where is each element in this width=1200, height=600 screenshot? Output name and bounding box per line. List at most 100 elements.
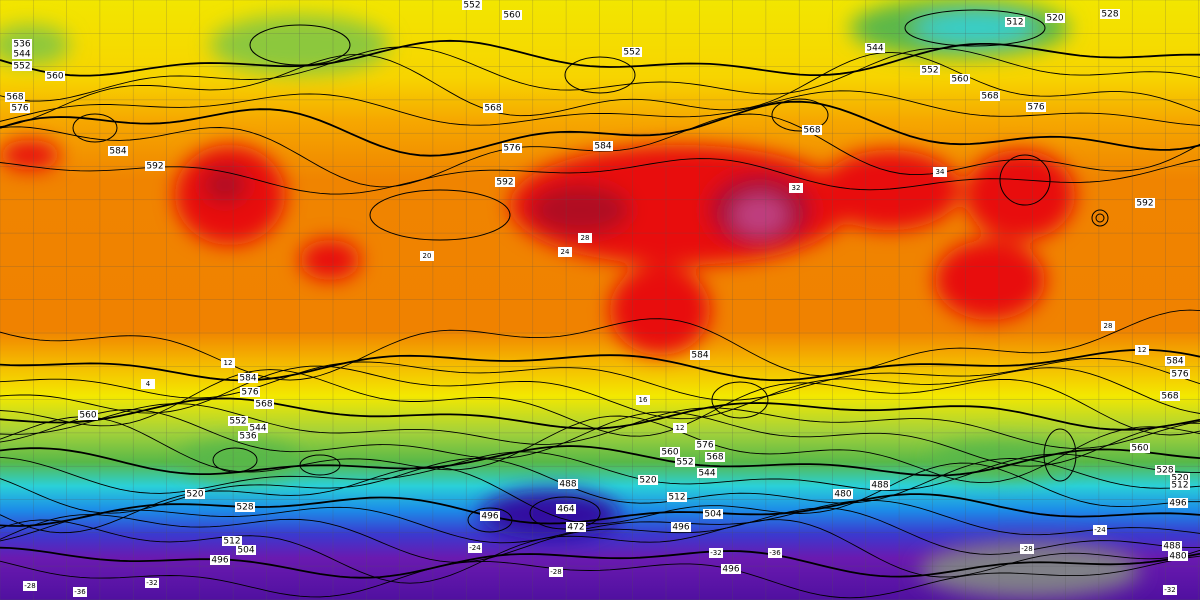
label-box	[1045, 13, 1065, 23]
label-box	[671, 522, 691, 532]
temperature-label: -28	[24, 582, 35, 590]
label-box	[705, 452, 725, 462]
contour-line	[0, 365, 1200, 420]
height-label: 536	[13, 40, 30, 50]
label-box	[254, 399, 274, 409]
height-label: 464	[557, 505, 574, 515]
label-box	[145, 161, 165, 171]
height-label: 472	[567, 523, 584, 533]
temperature-label: 28	[1104, 322, 1113, 330]
contour-line	[0, 445, 1200, 477]
temperature-label: 16	[639, 396, 648, 404]
height-label: 560	[1131, 444, 1148, 454]
label-box	[638, 475, 658, 485]
label-box	[5, 92, 25, 102]
contour-line	[0, 409, 1200, 467]
label-box	[78, 410, 98, 420]
label-box	[238, 373, 258, 383]
height-label: 544	[698, 469, 715, 479]
closed-contour	[299, 454, 341, 476]
height-label: 528	[236, 503, 253, 513]
label-box	[833, 489, 853, 499]
label-box	[185, 489, 205, 499]
closed-contour	[249, 24, 351, 66]
height-label: 568	[6, 93, 23, 103]
label-box	[238, 431, 258, 441]
height-label: 576	[503, 144, 520, 154]
closed-contour	[711, 381, 769, 419]
contour-line	[0, 546, 1200, 579]
label-box	[210, 555, 230, 565]
height-label: 560	[79, 411, 96, 421]
label-box	[1100, 9, 1120, 19]
label-box	[1170, 369, 1190, 379]
closed-contour	[1043, 428, 1077, 482]
height-label: 576	[11, 104, 28, 114]
closed-contour	[999, 154, 1051, 206]
height-label: 552	[623, 48, 640, 58]
height-label: 592	[1136, 199, 1153, 209]
height-label: 544	[13, 50, 30, 60]
height-label: 496	[211, 556, 228, 566]
label-box	[1168, 498, 1188, 508]
label-box	[1163, 585, 1177, 595]
closed-contour	[1091, 209, 1109, 227]
height-label: 544	[866, 44, 883, 54]
height-label: 552	[13, 62, 30, 72]
label-box	[697, 468, 717, 478]
label-box	[12, 49, 32, 59]
height-label: 480	[1169, 552, 1186, 562]
temperature-label: 12	[224, 359, 233, 367]
temperature-label: -36	[769, 549, 781, 557]
temperature-label: -36	[74, 588, 86, 596]
label-box	[709, 548, 723, 558]
closed-contour	[369, 189, 511, 241]
height-label: 480	[834, 490, 851, 500]
height-label: 552	[921, 66, 938, 76]
label-box	[933, 167, 947, 177]
label-box	[721, 564, 741, 574]
label-box	[1020, 544, 1034, 554]
label-box	[980, 91, 1000, 101]
label-box	[703, 509, 723, 519]
temperature-label: 34	[936, 168, 945, 176]
height-label: 552	[676, 458, 693, 468]
contour-line	[0, 46, 1200, 102]
label-box	[45, 71, 65, 81]
height-label: 520	[1171, 474, 1188, 484]
label-box	[222, 536, 242, 546]
label-box	[462, 0, 482, 10]
height-label: 576	[696, 441, 713, 451]
height-label: 568	[255, 400, 272, 410]
height-label: 592	[146, 162, 163, 172]
height-label: 560	[46, 72, 63, 82]
label-box	[420, 251, 434, 261]
closed-contour	[529, 496, 601, 530]
height-label: 488	[1163, 542, 1180, 552]
height-label: 496	[672, 523, 689, 533]
label-box	[865, 43, 885, 53]
label-box	[1165, 356, 1185, 366]
height-label: 584	[239, 374, 256, 384]
height-label: 496	[722, 565, 739, 575]
label-box	[556, 504, 576, 514]
contour-line	[0, 403, 1200, 449]
temperature-blobs	[0, 0, 1140, 598]
label-box	[549, 567, 563, 577]
height-label: 488	[871, 481, 888, 491]
height-label: 512	[1171, 481, 1188, 491]
label-box	[228, 416, 248, 426]
height-label: 520	[639, 476, 656, 486]
temperature-label: 28	[581, 234, 590, 242]
label-box	[636, 395, 650, 405]
temperature-label: -28	[550, 568, 561, 576]
height-label: 584	[109, 147, 126, 157]
temperature-label: 12	[1138, 346, 1147, 354]
temperature-label: 32	[792, 184, 801, 192]
label-box	[483, 103, 503, 113]
label-box	[690, 350, 710, 360]
label-box	[468, 543, 482, 553]
label-box	[1130, 443, 1150, 453]
